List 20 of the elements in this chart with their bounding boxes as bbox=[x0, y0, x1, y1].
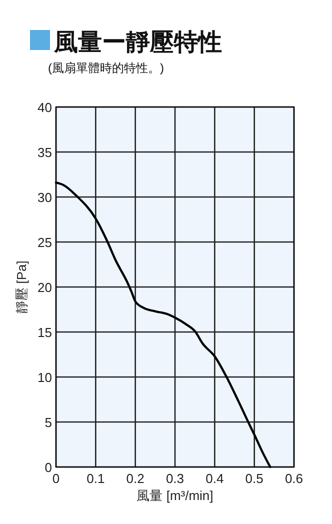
x-tick-label: 0.2 bbox=[126, 471, 144, 486]
y-tick-label: 40 bbox=[38, 100, 52, 115]
x-tick-label: 0.6 bbox=[284, 471, 304, 486]
y-tick-label: 10 bbox=[38, 370, 52, 385]
y-tick-label: 30 bbox=[38, 190, 52, 205]
x-tick-label: 0.3 bbox=[166, 471, 184, 486]
y-tick-label: 25 bbox=[38, 235, 52, 250]
y-tick-label: 35 bbox=[38, 145, 52, 160]
x-tick-label: 0.4 bbox=[206, 471, 224, 486]
x-axis-title: 風量 [m³/min] bbox=[136, 488, 214, 503]
x-tick-label: 0.1 bbox=[86, 471, 105, 486]
y-tick-label: 20 bbox=[38, 280, 52, 295]
y-axis-title: 靜壓 [Pa] bbox=[14, 260, 29, 314]
y-tick-label: 5 bbox=[44, 415, 52, 430]
line-series bbox=[54, 182, 272, 468]
y-tick-label: 15 bbox=[38, 325, 52, 340]
x-tick-label: 0.5 bbox=[245, 471, 264, 486]
chart-title: 風量ー靜壓特性 bbox=[53, 29, 222, 56]
chart-subtitle: (風扇單體時的特性。) bbox=[48, 61, 164, 75]
y-tick-label: 0 bbox=[44, 460, 52, 475]
